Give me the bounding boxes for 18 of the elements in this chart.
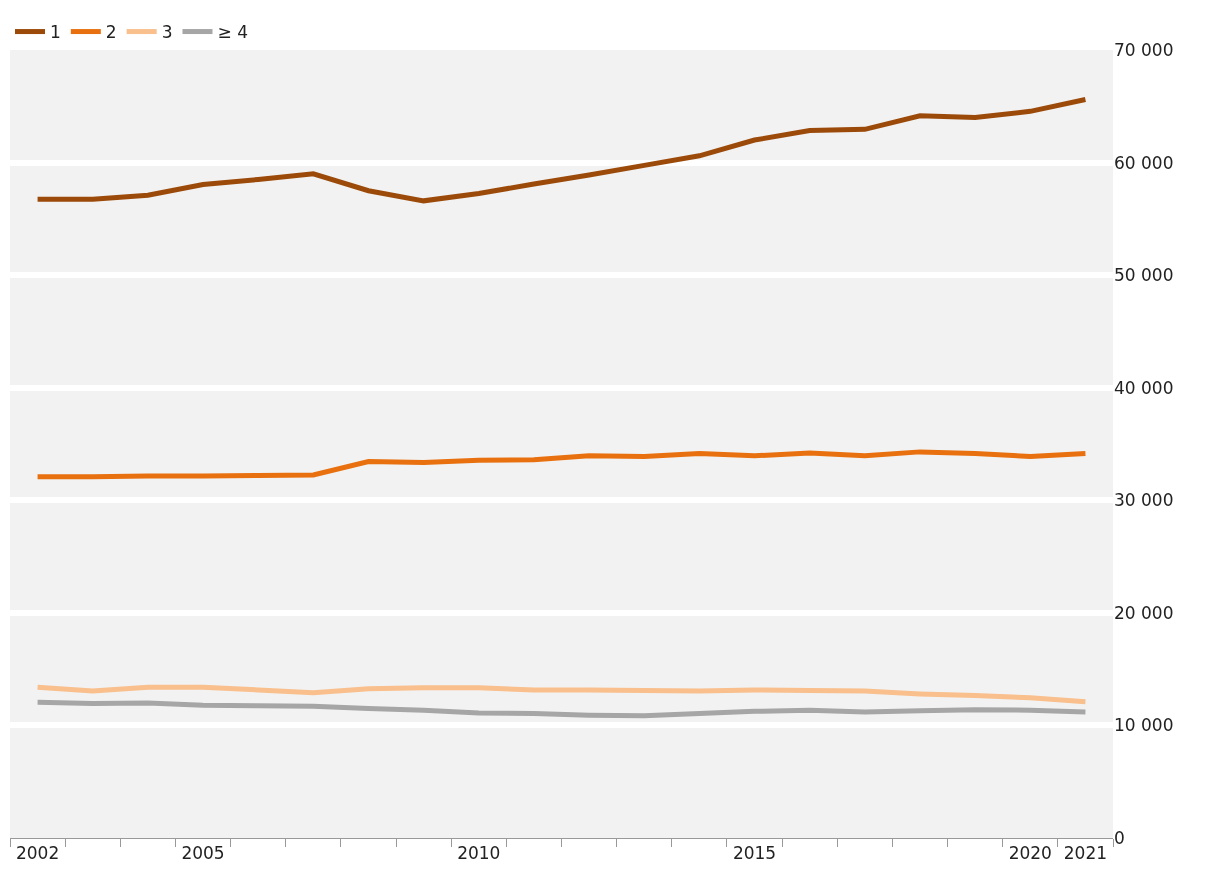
- x-tick-label: 2020: [1008, 843, 1052, 864]
- y-tick-label: 50 000: [1114, 265, 1174, 286]
- y-tick-label: 40 000: [1114, 377, 1174, 398]
- y-tick-label: 70 000: [1114, 39, 1174, 60]
- legend-label: 3: [161, 22, 173, 43]
- legend-label: ≥ 4: [217, 22, 248, 43]
- x-tick-label: 2015: [732, 843, 777, 864]
- y-tick-label: 0: [1114, 827, 1125, 848]
- x-tick-label: 2002: [15, 843, 60, 864]
- x-tick-label: 2021: [1063, 843, 1108, 864]
- legend-label: 1: [50, 22, 61, 43]
- y-tick-label: 10 000: [1114, 715, 1174, 736]
- legend-label: 2: [105, 22, 117, 43]
- x-tick-label: 2005: [181, 843, 225, 864]
- y-tick-label: 30 000: [1114, 490, 1174, 511]
- y-tick-label: 20 000: [1114, 602, 1174, 623]
- y-tick-label: 60 000: [1114, 152, 1174, 173]
- x-tick-label: 2010: [457, 843, 501, 864]
